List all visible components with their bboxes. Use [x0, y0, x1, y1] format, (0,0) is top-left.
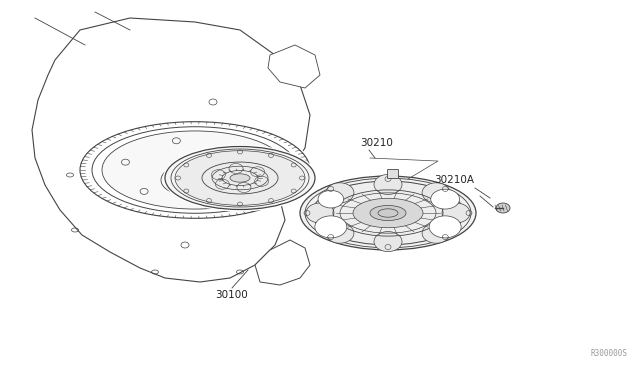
Ellipse shape [175, 151, 305, 205]
Ellipse shape [429, 216, 461, 238]
Ellipse shape [318, 190, 344, 208]
Polygon shape [255, 240, 310, 285]
Ellipse shape [78, 120, 312, 220]
Ellipse shape [230, 174, 250, 182]
Ellipse shape [300, 176, 476, 250]
Text: 30210: 30210 [360, 138, 393, 148]
Ellipse shape [102, 131, 288, 209]
Ellipse shape [442, 203, 470, 223]
Ellipse shape [374, 231, 402, 251]
FancyBboxPatch shape [387, 170, 399, 179]
Text: 30210A: 30210A [434, 175, 474, 185]
Ellipse shape [163, 144, 317, 212]
Ellipse shape [422, 183, 450, 203]
Ellipse shape [353, 198, 423, 228]
Ellipse shape [422, 223, 450, 243]
Ellipse shape [312, 181, 464, 245]
Ellipse shape [374, 174, 402, 195]
Polygon shape [32, 18, 310, 282]
Ellipse shape [496, 203, 510, 213]
Ellipse shape [165, 147, 315, 209]
Ellipse shape [326, 183, 354, 203]
Ellipse shape [306, 203, 334, 223]
Ellipse shape [370, 205, 406, 221]
Text: R300000S: R300000S [591, 349, 628, 358]
Text: 30100: 30100 [216, 290, 248, 300]
Polygon shape [268, 45, 320, 88]
Ellipse shape [431, 189, 460, 209]
Ellipse shape [326, 223, 354, 243]
Ellipse shape [298, 174, 478, 252]
Ellipse shape [315, 216, 347, 238]
